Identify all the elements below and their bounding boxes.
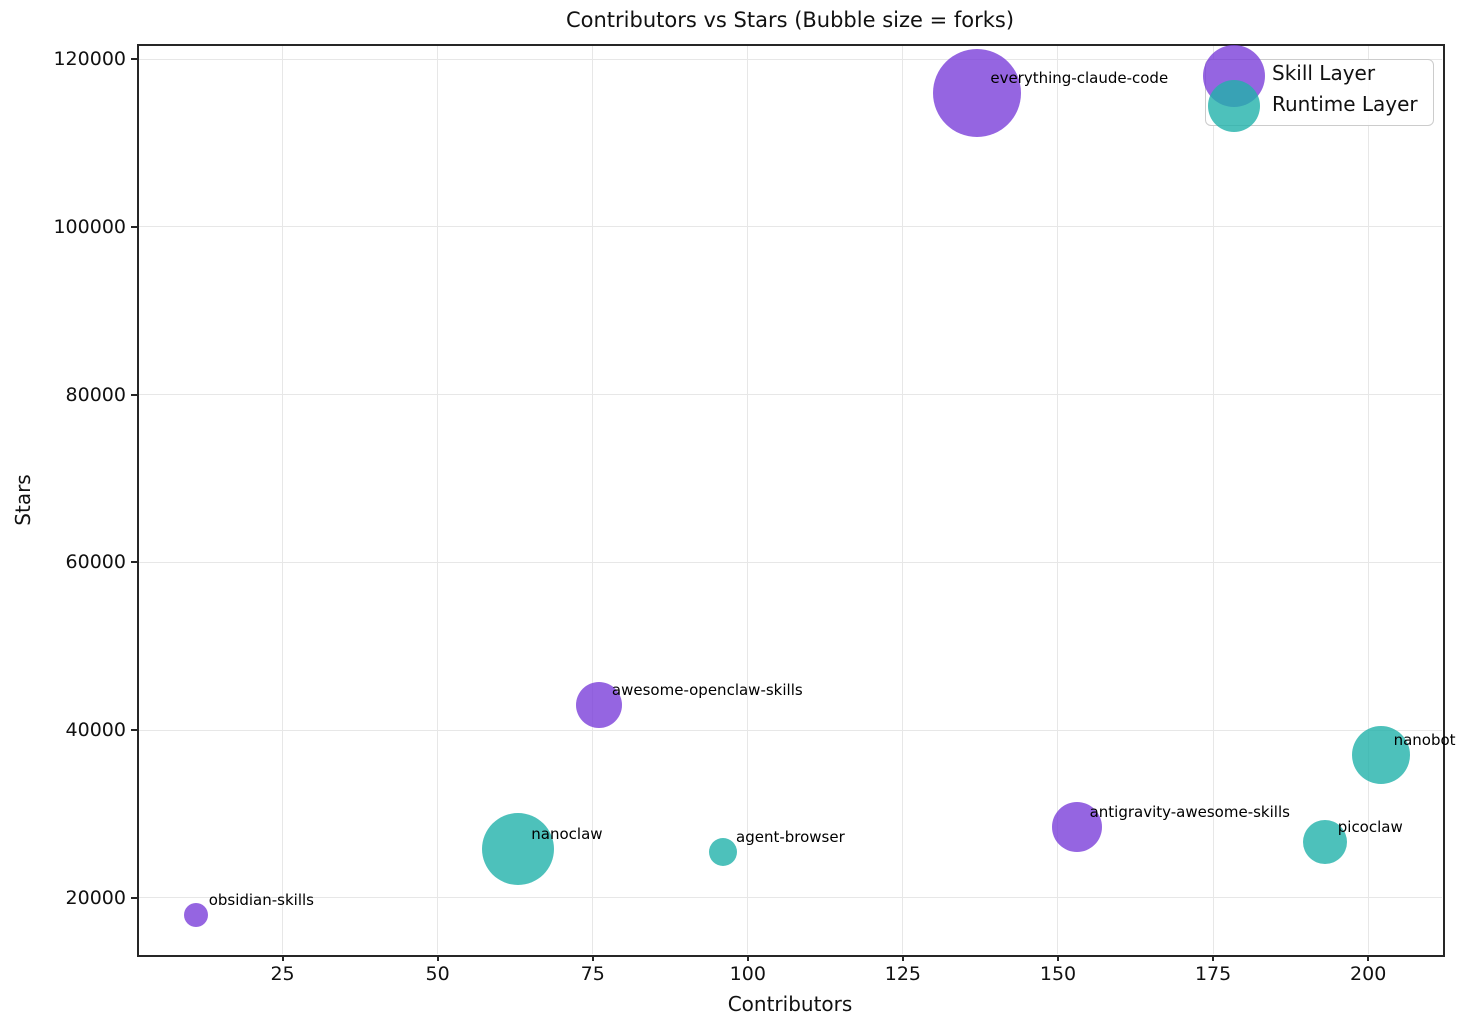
bubble-label-nanoclaw: nanoclaw [531, 825, 603, 844]
x-tick-label: 150 [1039, 963, 1077, 985]
x-tick-label: 125 [884, 963, 922, 985]
legend-label-skill-layer: Skill Layer [1272, 61, 1376, 85]
bubble-label-agent-browser: agent-browser [736, 827, 845, 846]
bubble-label-nanobot: nanobot [1393, 731, 1456, 750]
x-tick-mark [746, 955, 749, 961]
bubble-label-antigravity-awesome-skills: antigravity-awesome-skills [1089, 802, 1290, 821]
x-tick-mark [436, 955, 439, 961]
y-tick-label: 80000 [65, 383, 126, 406]
y-tick-label: 120000 [53, 48, 126, 71]
x-tick-mark [281, 955, 284, 961]
bubble-obsidian-skills [183, 902, 208, 927]
bubble-agent-browser [709, 837, 737, 866]
x-gridline [902, 45, 904, 954]
y-tick-label: 60000 [65, 551, 126, 574]
y-gridline [138, 897, 1442, 899]
x-gridline [1057, 45, 1059, 954]
x-tick-label: 50 [425, 963, 450, 985]
x-tick-label: 175 [1194, 963, 1232, 985]
x-tick-label: 75 [580, 963, 605, 985]
bubble-everything-claude-code [933, 48, 1022, 137]
y-gridline [138, 226, 1442, 228]
y-tick-mark [131, 225, 137, 228]
bubble-label-everything-claude-code: everything-claude-code [990, 68, 1169, 87]
y-gridline [138, 561, 1442, 563]
bubble-label-obsidian-skills: obsidian-skills [208, 890, 314, 909]
legend-label-runtime-layer: Runtime Layer [1272, 92, 1418, 116]
y-gridline [138, 394, 1442, 396]
y-tick-mark [131, 729, 137, 732]
x-tick-mark [1367, 955, 1370, 961]
x-axis-label: Contributors [727, 992, 853, 1016]
y-tick-label: 20000 [65, 886, 126, 909]
x-gridline [1367, 45, 1369, 954]
y-tick-mark [131, 561, 137, 564]
x-tick-label: 200 [1350, 963, 1387, 985]
bubble-picoclaw [1302, 820, 1347, 865]
y-tick-mark [131, 896, 137, 899]
x-tick-mark [1056, 955, 1059, 961]
chart-title: Contributors vs Stars (Bubble size = for… [565, 8, 1015, 32]
y-tick-label: 40000 [65, 719, 126, 742]
x-tick-label: 25 [270, 963, 295, 985]
x-tick-mark [591, 955, 594, 961]
x-gridline [1212, 45, 1214, 954]
y-gridline [138, 729, 1442, 731]
x-gridline [282, 45, 284, 954]
x-tick-mark [901, 955, 904, 961]
legend-marker-runtime-layer [1208, 80, 1260, 132]
bubble-awesome-openclaw-skills [575, 681, 622, 728]
y-tick-mark [131, 58, 137, 61]
bubble-label-awesome-openclaw-skills: awesome-openclaw-skills [611, 680, 803, 699]
y-tick-label: 100000 [53, 215, 126, 238]
x-tick-label: 100 [729, 963, 766, 985]
x-gridline [437, 45, 439, 954]
x-gridline [592, 45, 594, 954]
x-gridline [747, 45, 749, 954]
bubble-antigravity-awesome-skills [1051, 801, 1102, 852]
y-gridline [138, 58, 1442, 60]
x-tick-mark [1212, 955, 1215, 961]
bubble-label-picoclaw: picoclaw [1337, 818, 1403, 837]
bubble-nanobot [1351, 726, 1410, 785]
bubble-nanoclaw [482, 813, 555, 886]
y-tick-mark [131, 393, 137, 396]
